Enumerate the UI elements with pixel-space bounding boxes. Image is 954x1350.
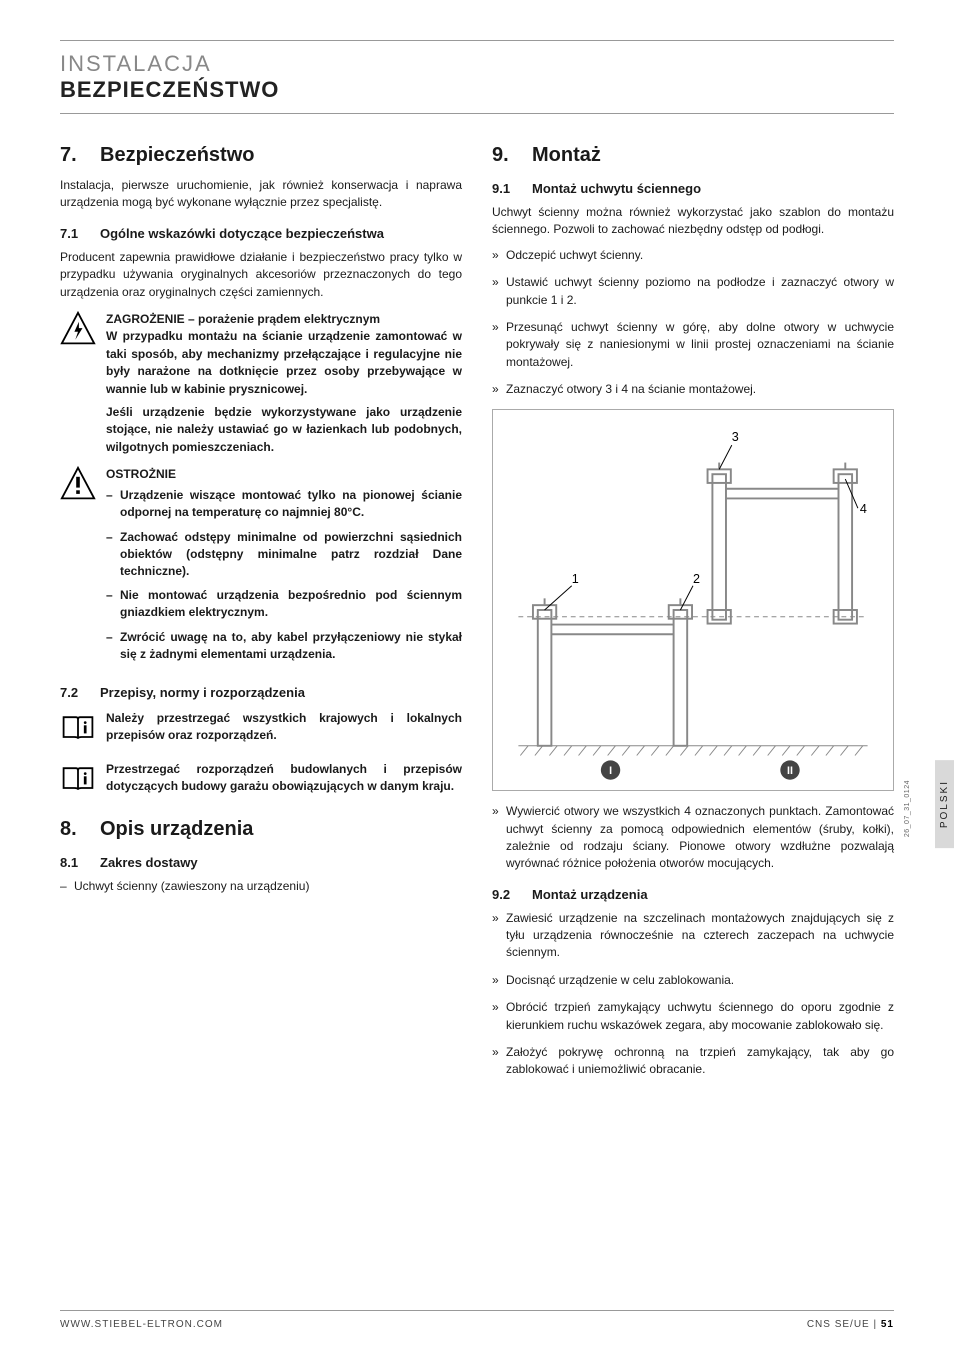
caution-item: Zachować odstępy minimalne od powierzchn… [106,529,462,579]
note-1-text: Należy przestrzegać wszystkich krajowych… [106,710,462,745]
section-9-1-num: 9.1 [492,181,532,196]
mounting-diagram-svg: 1 2 3 4 I II [499,416,887,785]
section-9-2-num: 9.2 [492,887,532,902]
section-8-1-num: 8.1 [60,855,100,870]
step-item: Obrócić trzpień zamykający uchwytu ścien… [492,999,894,1034]
diagram-code: 26_07_31_0124 [904,780,911,837]
diagram-label-3: 3 [732,430,739,444]
section-9-num: 9. [492,144,532,167]
danger-text-1: W przypadku montażu na ścianie urządzeni… [106,328,462,398]
language-tab: POLSKI [935,760,954,848]
page-footer: WWW.STIEBEL-ELTRON.COM CNS SE/UE | 51 [60,1310,894,1330]
danger-text-2: Jeśli urządzenie będzie wykorzystywane j… [106,404,462,456]
caution-item: Zwrócić uwagę na to, aby kabel przyłącze… [106,629,462,663]
footer-right: CNS SE/UE | 51 [807,1319,894,1330]
section-8-1: 8.1 Zakres dostawy [60,855,462,870]
section-9: 9. Montaż [492,144,894,167]
section-7-title: Bezpieczeństwo [100,144,254,167]
caution-item: Nie montować urządzenia bezpośrednio pod… [106,587,462,621]
caution-list: Urządzenie wiszące montować tylko na pio… [106,487,462,662]
diagram-label-2: 2 [693,571,700,585]
section-7-2: 7.2 Przepisy, normy i rozporządzenia [60,685,462,700]
electric-hazard-icon [60,311,96,456]
section-8-1-title: Zakres dostawy [100,855,198,870]
diagram-roman-1: I [609,764,612,776]
caution-title: OSTROŻNIE [106,466,462,483]
caution-item: Urządzenie wiszące montować tylko na pio… [106,487,462,521]
diagram-label-4: 4 [860,502,867,516]
step-item: Docisnąć urządzenie w celu zablokowania. [492,972,894,989]
steps-9-1-a: Odczepić uchwyt ścienny. Ustawić uchwyt … [492,247,894,399]
section-9-1: 9.1 Montaż uchwytu ściennego [492,181,894,196]
section-7-intro: Instalacja, pierwsze uruchomienie, jak r… [60,177,462,212]
caution-body: OSTROŻNIE Urządzenie wiszące montować ty… [106,466,462,671]
warning-icon [60,466,96,671]
header-kicker: INSTALACJA [60,51,894,77]
section-7-num: 7. [60,144,100,167]
steps-9-1-b: Wywiercić otwory we wszystkich 4 oznaczo… [492,803,894,873]
note-2: Przestrzegać rozporządzeń budowlanych i … [60,761,462,802]
danger-title: ZAGROŻENIE – porażenie prądem elektryczn… [106,311,462,328]
section-8-title: Opis urządzenia [100,818,253,841]
footer-url: WWW.STIEBEL-ELTRON.COM [60,1319,223,1330]
section-8: 8. Opis urządzenia [60,818,462,841]
section-9-title: Montaż [532,144,601,167]
scope-item: Uchwyt ścienny (zawieszony na urządzeniu… [60,878,462,895]
scope-list: Uchwyt ścienny (zawieszony na urządzeniu… [60,878,462,895]
left-column: 7. Bezpieczeństwo Instalacja, pierwsze u… [60,144,462,1089]
section-9-2-title: Montaż urządzenia [532,887,648,902]
section-8-num: 8. [60,818,100,841]
note-1-body: Należy przestrzegać wszystkich krajowych… [106,710,462,751]
step-item: Założyć pokrywę ochronną na trzpień zamy… [492,1044,894,1079]
section-7: 7. Bezpieczeństwo [60,144,462,167]
step-item: Przesunąć uchwyt ścienny w górę, aby dol… [492,319,894,371]
steps-9-2: Zawiesić urządzenie na szczelinach monta… [492,910,894,1079]
section-7-1: 7.1 Ogólne wskazówki dotyczące bezpiecze… [60,226,462,241]
content-columns: 7. Bezpieczeństwo Instalacja, pierwsze u… [60,144,894,1089]
section-7-1-num: 7.1 [60,226,100,241]
header-title: BEZPIECZEŃSTWO [60,77,894,103]
step-item: Zawiesić urządzenie na szczelinach monta… [492,910,894,962]
info-manual-icon [60,710,96,751]
footer-doc-label: CNS SE/UE | [807,1319,881,1330]
page-header: INSTALACJA BEZPIECZEŃSTWO [60,51,894,114]
footer-page-number: 51 [881,1319,894,1330]
note-2-text: Przestrzegać rozporządzeń budowlanych i … [106,761,462,796]
section-9-1-title: Montaż uchwytu ściennego [532,181,701,196]
step-item: Zaznaczyć otwory 3 i 4 na ścianie montaż… [492,381,894,398]
danger-callout: ZAGROŻENIE – porażenie prądem elektryczn… [60,311,462,456]
note-1: Należy przestrzegać wszystkich krajowych… [60,710,462,751]
section-7-2-title: Przepisy, normy i rozporządzenia [100,685,305,700]
step-item: Ustawić uchwyt ścienny poziomo na podłod… [492,274,894,309]
diagram-label-1: 1 [572,571,579,585]
section-7-1-title: Ogólne wskazówki dotyczące bezpieczeństw… [100,226,384,241]
section-9-1-intro: Uchwyt ścienny można również wykorzystać… [492,204,894,239]
danger-body: ZAGROŻENIE – porażenie prądem elektryczn… [106,311,462,456]
step-item: Odczepić uchwyt ścienny. [492,247,894,264]
section-7-2-num: 7.2 [60,685,100,700]
step-item: Wywiercić otwory we wszystkich 4 oznaczo… [492,803,894,873]
caution-callout: OSTROŻNIE Urządzenie wiszące montować ty… [60,466,462,671]
note-2-body: Przestrzegać rozporządzeń budowlanych i … [106,761,462,802]
info-manual-icon [60,761,96,802]
section-9-2: 9.2 Montaż urządzenia [492,887,894,902]
right-column: 9. Montaż 9.1 Montaż uchwytu ściennego U… [492,144,894,1089]
mounting-diagram: 1 2 3 4 I II 26_07_31_0124 [492,409,894,792]
section-7-1-body: Producent zapewnia prawidłowe działanie … [60,249,462,301]
top-rule [60,40,894,41]
diagram-roman-2: II [787,764,793,776]
